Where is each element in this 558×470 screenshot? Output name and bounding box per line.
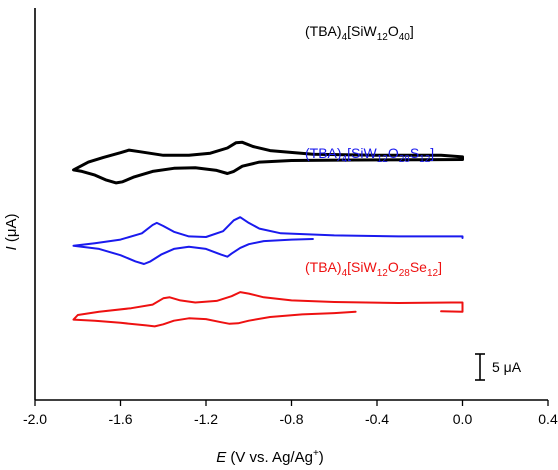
x-ticks: -2.0 -1.6 -1.2 -0.8 -0.4 0.0 0.4 <box>23 400 558 427</box>
y-axis-label: I (μA) <box>3 214 20 251</box>
x-tick-label: -2.0 <box>23 411 47 427</box>
x-tick-label: 0.4 <box>538 411 558 427</box>
x-tick-label: -0.4 <box>365 411 389 427</box>
x-axis-label: E (V vs. Ag/Ag+) <box>216 448 324 466</box>
scale-bar-label: 5 μA <box>492 359 522 375</box>
axes <box>34 8 548 401</box>
series-line-1 <box>72 140 464 185</box>
series-label-3: (TBA)4[SiW12O28Se12] <box>305 259 442 279</box>
series-line-2 <box>72 216 464 265</box>
series-line-3 <box>72 291 464 328</box>
series-label-1: (TBA)4[SiW12O40] <box>305 23 414 43</box>
x-tick-label: -0.8 <box>279 411 303 427</box>
x-tick-label: 0.0 <box>453 411 473 427</box>
series-labels: (TBA)4[SiW12O40] (TBA)4[SiW12O28S12] (TBA)… <box>305 23 442 279</box>
series-label-2: (TBA)4[SiW12O28S12] <box>305 145 434 165</box>
x-tick-label: -1.2 <box>194 411 218 427</box>
scale-bar: 5 μA <box>475 353 522 381</box>
series-layer <box>72 140 464 328</box>
x-tick-label: -1.6 <box>108 411 132 427</box>
